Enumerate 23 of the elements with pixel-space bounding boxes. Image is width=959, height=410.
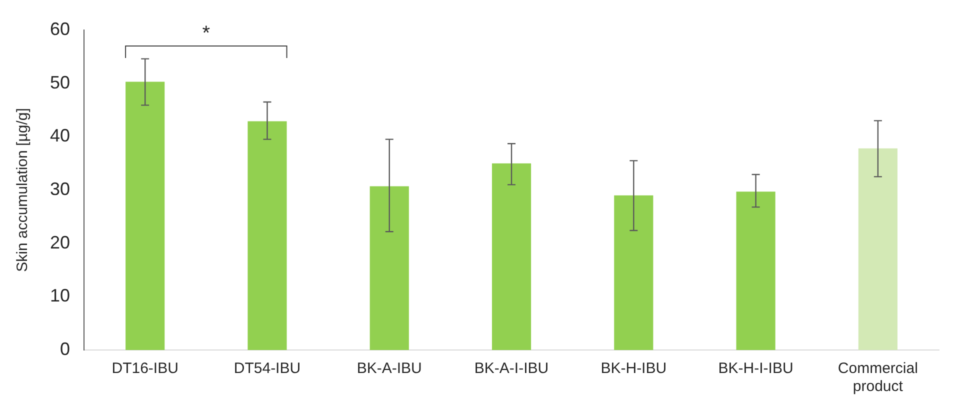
y-tick-label: 60 [50, 18, 70, 39]
y-tick-label: 40 [50, 126, 70, 146]
y-tick-label: 10 [50, 286, 70, 306]
y-axis-title: Skin accumulation [µg/g] [14, 108, 32, 272]
bar [248, 121, 287, 350]
x-tick-label: Commercial product [838, 360, 918, 396]
bar [736, 192, 776, 350]
x-tick-label: BK-A-IBU [356, 360, 422, 378]
x-tick-label: BK-A-I-IBU [474, 360, 549, 378]
bar [126, 82, 165, 350]
y-tick-label: 20 [50, 232, 70, 252]
bar [614, 195, 654, 350]
bar [858, 148, 898, 350]
y-tick-label: 50 [50, 72, 70, 92]
annotation: * [202, 22, 210, 45]
x-tick-label: BK-H-I-IBU [718, 360, 794, 378]
x-tick-label: DT16-IBU [112, 360, 178, 378]
bar [370, 186, 409, 350]
x-tick-label: BK-H-IBU [600, 360, 667, 378]
bar [492, 163, 532, 350]
y-tick-label: 0 [60, 338, 70, 359]
y-tick-label: 30 [50, 178, 70, 199]
x-tick-label: DT54-IBU [234, 360, 301, 378]
